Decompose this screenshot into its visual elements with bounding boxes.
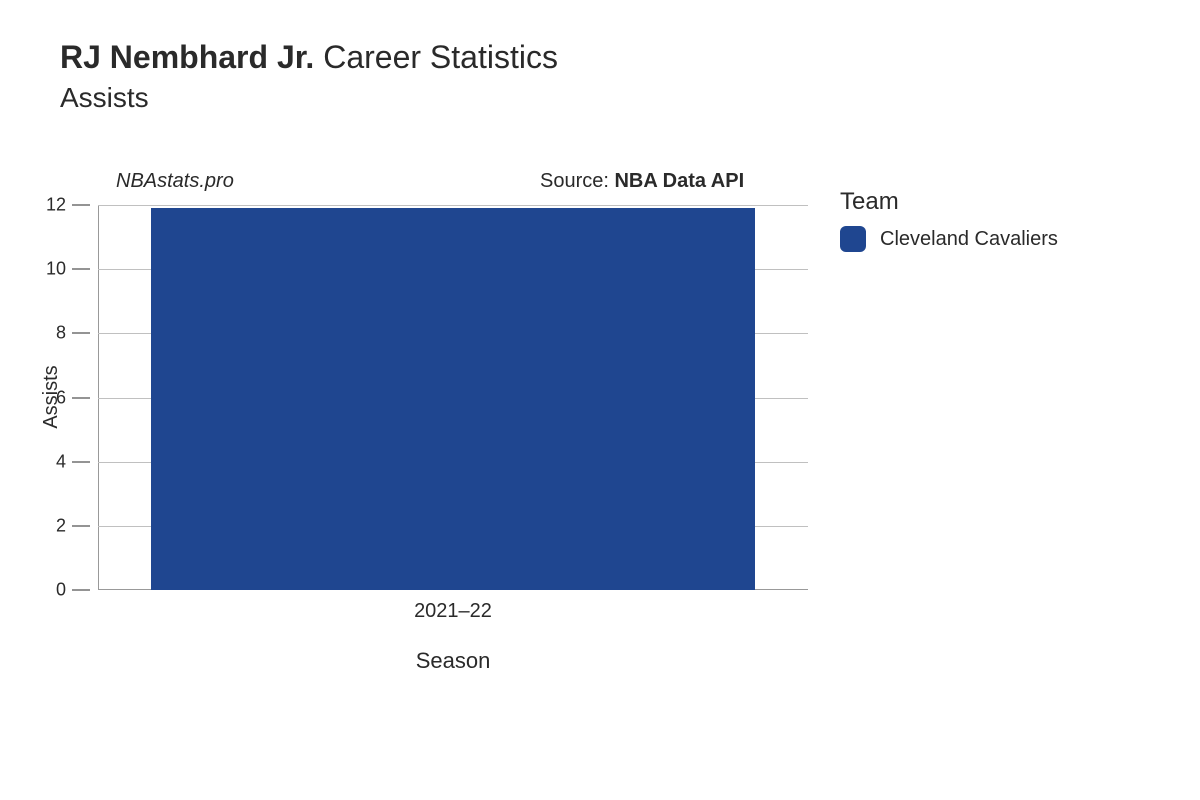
plot-area: 0246810122021–22 — [98, 205, 808, 590]
y-tick-label: 8 — [56, 323, 98, 344]
y-tick-label: 10 — [46, 259, 98, 280]
legend-item: Cleveland Cavaliers — [840, 226, 1058, 252]
source-prefix: Source: — [540, 170, 614, 192]
chart-container: RJ Nembhard Jr. Career Statistics Assist… — [0, 0, 1200, 800]
source-attribution: Source: NBA Data API — [540, 170, 744, 193]
legend-swatch — [840, 226, 866, 252]
y-tick-label: 12 — [46, 195, 98, 216]
y-tick-label: 4 — [56, 451, 98, 472]
gridline — [98, 205, 808, 206]
legend: Team Cleveland Cavaliers — [840, 188, 1058, 252]
player-name: RJ Nembhard Jr. — [60, 39, 314, 75]
x-tick-label: 2021–22 — [414, 590, 492, 623]
x-axis-label: Season — [416, 648, 491, 674]
legend-label: Cleveland Cavaliers — [880, 228, 1058, 251]
chart-subtitle: Assists — [60, 82, 558, 114]
bar — [151, 208, 755, 590]
y-tick-label: 2 — [56, 515, 98, 536]
watermark-text: NBAstats.pro — [116, 170, 234, 193]
source-name: NBA Data API — [614, 170, 744, 192]
legend-title: Team — [840, 188, 1058, 216]
chart-title: RJ Nembhard Jr. Career Statistics — [60, 38, 558, 76]
y-axis-label: Assists — [40, 365, 63, 428]
title-suffix: Career Statistics — [323, 39, 558, 75]
chart-title-block: RJ Nembhard Jr. Career Statistics Assist… — [60, 38, 558, 114]
y-tick-label: 0 — [56, 580, 98, 601]
